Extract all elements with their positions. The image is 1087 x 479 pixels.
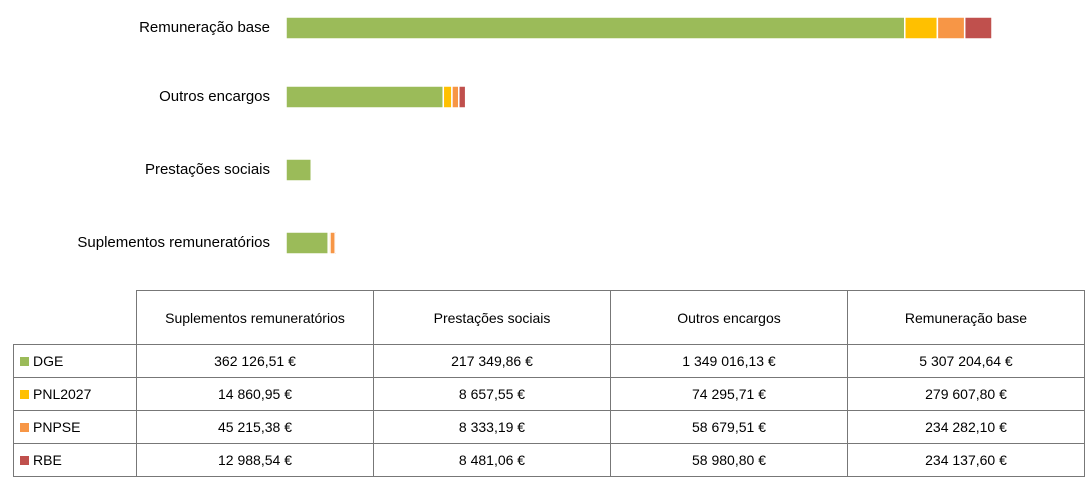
value-cell: 279 607,80 € [847, 377, 1085, 411]
category-label: Outros encargos [159, 88, 270, 105]
value-cell: 234 137,60 € [847, 443, 1085, 477]
header-cell: Outros encargos [610, 290, 848, 345]
value-cell: 45 215,38 € [136, 410, 374, 444]
value-cell: 234 282,10 € [847, 410, 1085, 444]
category-label: Prestações sociais [145, 161, 270, 178]
table-row: PNPSE 45 215,38 €8 333,19 €58 679,51 €234… [13, 410, 1085, 444]
bar-segment [334, 231, 338, 255]
value-cell: 8 657,55 € [373, 377, 611, 411]
bar-segment [285, 231, 329, 255]
legend-cell: DGE [13, 344, 137, 378]
legend-label: RBE [33, 452, 62, 468]
header-cell: Remuneração base [847, 290, 1085, 345]
value-cell: 14 860,95 € [136, 377, 374, 411]
legend-cell: PNL2027 [13, 377, 137, 411]
header-cell: Prestações sociais [373, 290, 611, 345]
legend-label: DGE [33, 353, 64, 369]
bar-segment [285, 16, 906, 40]
legend-cell: PNPSE [13, 410, 137, 444]
bar-segment [963, 16, 993, 40]
legend-swatch [20, 357, 29, 366]
bar-segment [329, 231, 336, 255]
table-row: RBE 12 988,54 €8 481,06 €58 980,80 €234 1… [13, 443, 1085, 477]
value-cell: 12 988,54 € [136, 443, 374, 477]
value-cell: 74 295,71 € [610, 377, 848, 411]
corner-cell [13, 290, 137, 345]
bar-segment [312, 158, 316, 182]
bar-segment [458, 85, 467, 109]
table-row: PNL2027 14 860,95 €8 657,55 €74 295,71 €2… [13, 377, 1085, 411]
value-cell: 8 481,06 € [373, 443, 611, 477]
bar-segment [285, 158, 313, 182]
legend-swatch [20, 390, 29, 399]
bar-segment [936, 16, 966, 40]
value-cell: 217 349,86 € [373, 344, 611, 378]
header-row: Suplementos remuneratórios Prestações soc… [13, 290, 1085, 345]
legend-swatch [20, 456, 29, 465]
legend-label: PNPSE [33, 419, 81, 435]
legend-cell: RBE [13, 443, 137, 477]
value-cell: 58 679,51 € [610, 410, 848, 444]
value-cell: 1 349 016,13 € [610, 344, 848, 378]
value-cell: 58 980,80 € [610, 443, 848, 477]
value-cell: 5 307 204,64 € [847, 344, 1085, 378]
table-row: DGE 362 126,51 €217 349,86 €1 349 016,13 … [13, 344, 1085, 378]
category-label: Suplementos remuneratórios [77, 234, 270, 251]
data-table: Suplementos remuneratórios Prestações soc… [13, 290, 1085, 477]
value-cell: 362 126,51 € [136, 344, 374, 378]
value-cell: 8 333,19 € [373, 410, 611, 444]
legend-swatch [20, 423, 29, 432]
bar-segment [442, 85, 453, 109]
category-label: Remuneração base [139, 19, 270, 36]
plot-area: Suplementos remuneratórios Prestações soc… [77, 16, 993, 255]
bar-segment [904, 16, 939, 40]
bar-segment [451, 85, 460, 109]
legend-label: PNL2027 [33, 386, 92, 402]
header-cell: Suplementos remuneratórios [136, 290, 374, 345]
bar-segment [285, 85, 445, 109]
